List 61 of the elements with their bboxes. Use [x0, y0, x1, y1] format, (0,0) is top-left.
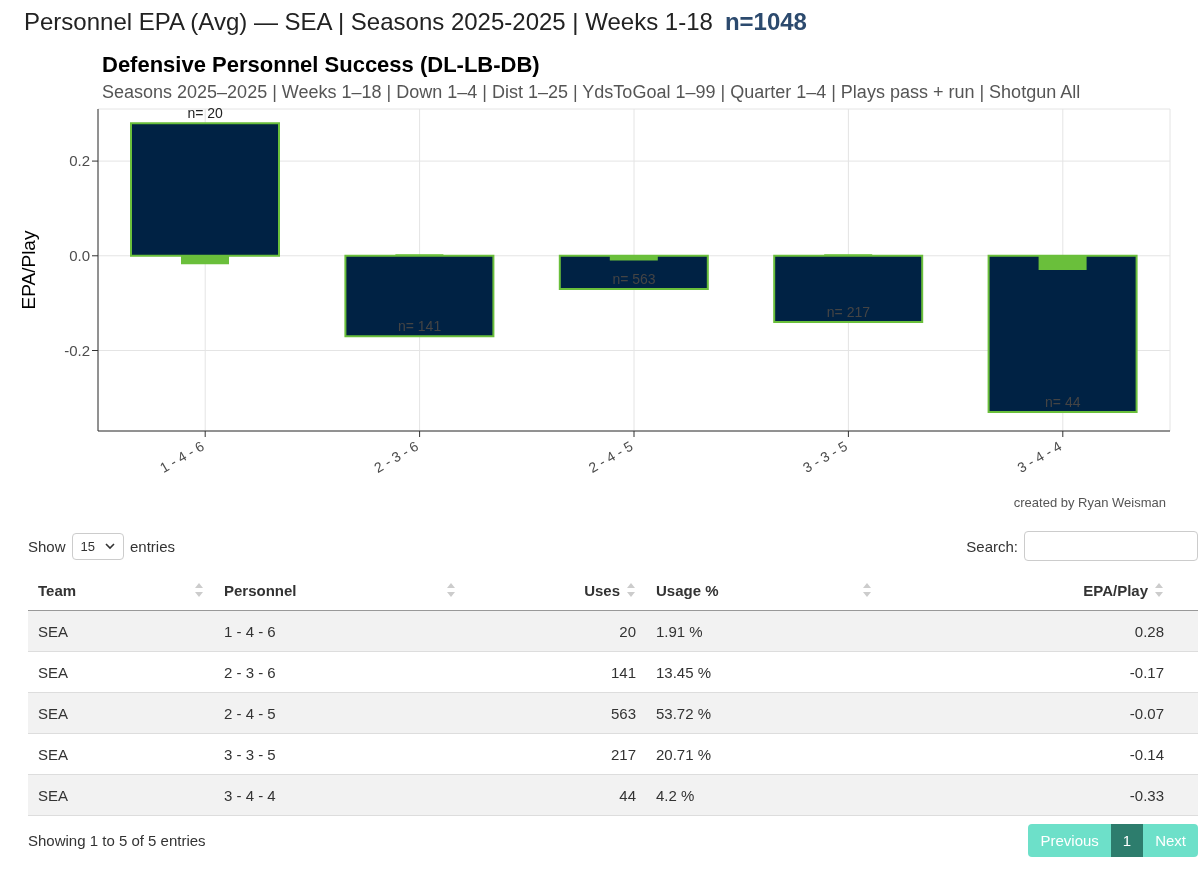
text: -0.07 [1128, 704, 1165, 722]
text: entries [130, 537, 176, 555]
text: 563 [609, 704, 637, 722]
text: EPA/Play [1083, 581, 1148, 599]
text: -0.33 [1128, 786, 1165, 804]
text: 2 - 3 - 6 [223, 663, 277, 681]
text: 53.72 % [655, 704, 713, 722]
text: SEA [37, 663, 69, 681]
bar [987, 254, 1138, 414]
text: 2 - 4 - 5 [223, 704, 277, 722]
text: SEA [37, 745, 69, 763]
text: 3 - 4 - 4 [223, 786, 277, 804]
text: SEA [37, 704, 69, 722]
y-tick-label: 0.0 [69, 247, 90, 265]
text: Next [1143, 824, 1198, 857]
text: -0.17 [1128, 663, 1165, 681]
annotation: n= 20 [187, 105, 224, 122]
text: 1 - 4 - 6 [223, 622, 277, 640]
text: Previous [1028, 824, 1111, 857]
text: SEA [37, 622, 69, 640]
text: 44 [618, 786, 637, 804]
text: 217 [609, 745, 637, 763]
chart-title: Defensive Personnel Success (DL-LB-DB) [102, 52, 541, 78]
y-axis-title: EPA/Play [17, 230, 39, 310]
text: 20.71 % [655, 745, 713, 763]
annotation: n= 44 [1045, 394, 1081, 411]
text: 0.28 [1133, 622, 1165, 640]
bar [773, 254, 924, 324]
x-tick-label: 3 - 4 - 4 [1014, 437, 1065, 476]
text: 20 [618, 622, 637, 640]
text: Usage % [656, 581, 719, 599]
text: Search: [966, 537, 1018, 555]
text: 1 [1110, 824, 1144, 857]
x-tick-label: 1 - 4 - 6 [156, 437, 207, 476]
select-field: 15 [71, 532, 124, 560]
y-tick-label: 0.2 [69, 152, 90, 170]
x-tick-label: 3 - 3 - 5 [800, 437, 851, 476]
text: 13.45 % [655, 663, 713, 681]
text: Showing 1 to 5 of 5 entries [28, 832, 206, 849]
annotation: n= 563 [612, 270, 656, 287]
annotation: n= 141 [397, 318, 442, 335]
bar [558, 254, 709, 290]
text: 141 [609, 663, 637, 681]
bar [344, 254, 495, 338]
text: Show [28, 537, 66, 555]
x-tick-label: 2 - 4 - 5 [585, 437, 636, 476]
text: 3 - 3 - 5 [223, 745, 277, 763]
chart-subtitle: Seasons 2025–2025 | Weeks 1–18 | Down 1–4 | Dist 1–25 | YdsToGoal 1–99 | Quarter 1–4 | Plays pass + run | Shotgun All [102, 82, 1082, 103]
y-tick-label: -0.2 [64, 341, 90, 359]
text: SEA [37, 786, 69, 804]
text: -0.14 [1128, 745, 1165, 763]
text: 4.2 % [655, 786, 696, 804]
annotation: n= 217 [826, 304, 871, 321]
text: 1.91 % [655, 622, 704, 640]
text: created by Ryan Weisman [1012, 495, 1166, 510]
x-tick-label: 2 - 3 - 6 [371, 437, 422, 476]
text: Uses [584, 581, 620, 599]
text: Team [38, 581, 77, 599]
text: Personnel EPA (Avg) — SEA | Seasons 2025-2025 | Weeks 1-18 [24, 8, 713, 35]
text: n=1048 [724, 8, 807, 35]
text: Personnel [224, 581, 297, 599]
